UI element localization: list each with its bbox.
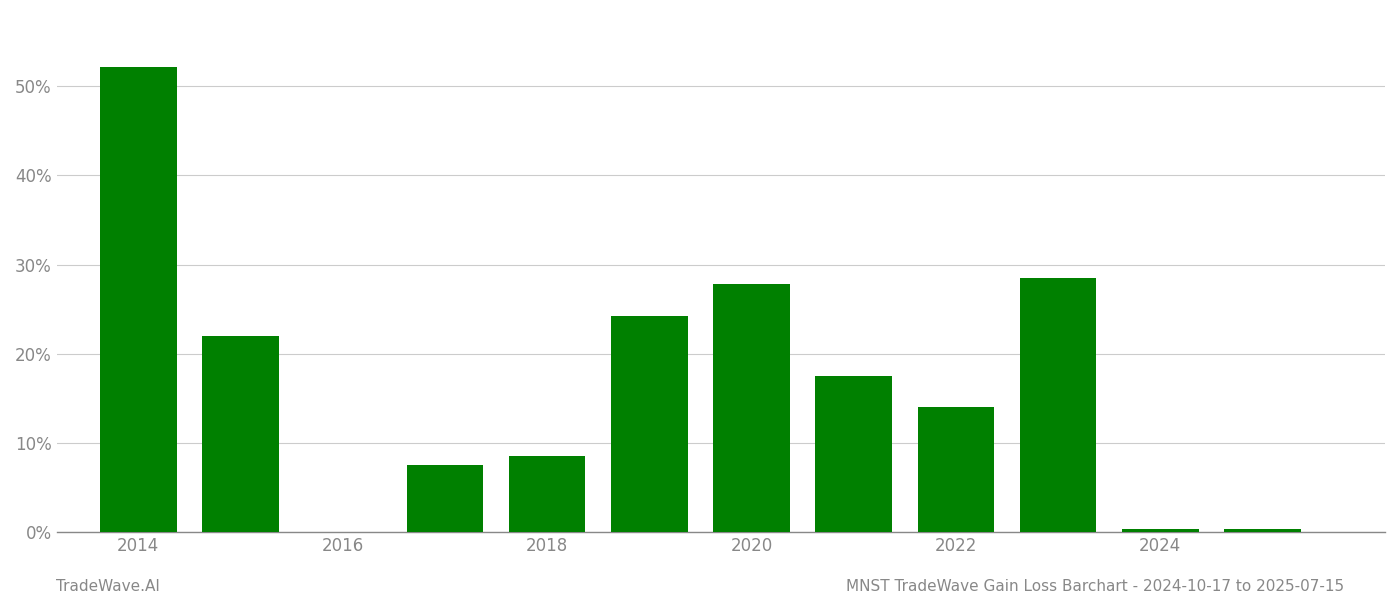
Bar (406, 465, 483, 532)
Bar (713, 284, 790, 532)
Bar (1224, 529, 1301, 532)
Bar (610, 316, 687, 532)
Bar (815, 376, 892, 532)
Bar (202, 336, 279, 532)
Bar (99, 67, 176, 532)
Bar (1019, 278, 1096, 532)
Text: TradeWave.AI: TradeWave.AI (56, 579, 160, 594)
Bar (508, 457, 585, 532)
Bar (1121, 529, 1198, 532)
Text: MNST TradeWave Gain Loss Barchart - 2024-10-17 to 2025-07-15: MNST TradeWave Gain Loss Barchart - 2024… (846, 579, 1344, 594)
Bar (917, 407, 994, 532)
